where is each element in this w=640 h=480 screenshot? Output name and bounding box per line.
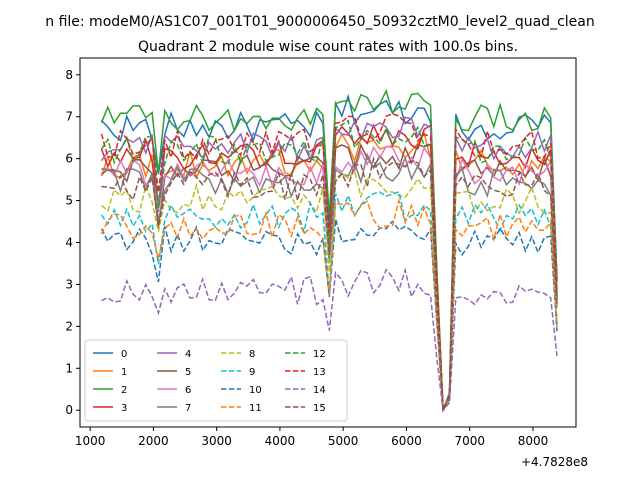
legend-label-5: 5 bbox=[185, 367, 191, 378]
x-tick-label: 3000 bbox=[201, 434, 232, 448]
y-tick-label: 2 bbox=[65, 319, 73, 333]
y-tick-label: 6 bbox=[65, 152, 73, 166]
x-tick-label: 7000 bbox=[454, 434, 485, 448]
x-tick-label: 5000 bbox=[328, 434, 359, 448]
series-line-12 bbox=[100, 119, 558, 411]
x-tick-label: 4000 bbox=[265, 434, 296, 448]
legend-label-10: 10 bbox=[249, 385, 262, 396]
legend-label-12: 12 bbox=[313, 349, 326, 360]
legend-label-6: 6 bbox=[185, 385, 191, 396]
y-tick-label: 1 bbox=[65, 361, 73, 375]
x-tick-label: 1000 bbox=[75, 434, 106, 448]
legend-label-13: 13 bbox=[313, 367, 326, 378]
series-line-2 bbox=[100, 88, 558, 411]
series-line-8 bbox=[101, 169, 558, 414]
y-tick-label: 0 bbox=[65, 403, 73, 417]
legend-label-0: 0 bbox=[121, 349, 127, 360]
legend-label-8: 8 bbox=[249, 349, 255, 360]
legend-label-15: 15 bbox=[313, 403, 326, 414]
series-line-11 bbox=[100, 197, 558, 413]
suptitle: n file: modeM0/AS1C07_001T01_9000006450_… bbox=[45, 14, 594, 30]
legend-label-3: 3 bbox=[121, 403, 127, 414]
x-tick-label: 2000 bbox=[138, 434, 169, 448]
x-tick-label: 6000 bbox=[391, 434, 422, 448]
legend-label-2: 2 bbox=[121, 385, 127, 396]
legend-label-1: 1 bbox=[121, 367, 127, 378]
y-tick-label: 4 bbox=[65, 236, 73, 250]
x-tick-label: 8000 bbox=[518, 434, 549, 448]
series-line-13 bbox=[100, 113, 558, 411]
series-line-14 bbox=[101, 267, 558, 413]
y-tick-label: 5 bbox=[65, 194, 73, 208]
chart-title: Quadrant 2 module wise count rates with … bbox=[138, 39, 518, 55]
legend-label-9: 9 bbox=[249, 367, 255, 378]
y-tick-label: 8 bbox=[65, 68, 73, 82]
x-offset-label: +4.7828e8 bbox=[521, 455, 588, 469]
legend-box bbox=[84, 339, 348, 422]
legend-label-14: 14 bbox=[313, 385, 326, 396]
legend-label-7: 7 bbox=[185, 403, 191, 414]
plot-area: 1000 2000 3000 4000 5000 6000 7000 800001234567… bbox=[65, 57, 577, 448]
y-tick-label: 3 bbox=[65, 277, 73, 291]
legend-label-4: 4 bbox=[185, 349, 191, 360]
y-tick-label: 7 bbox=[65, 110, 73, 124]
series-line-10 bbox=[100, 218, 558, 413]
legend-label-11: 11 bbox=[249, 403, 262, 414]
series-line-15 bbox=[101, 156, 558, 414]
